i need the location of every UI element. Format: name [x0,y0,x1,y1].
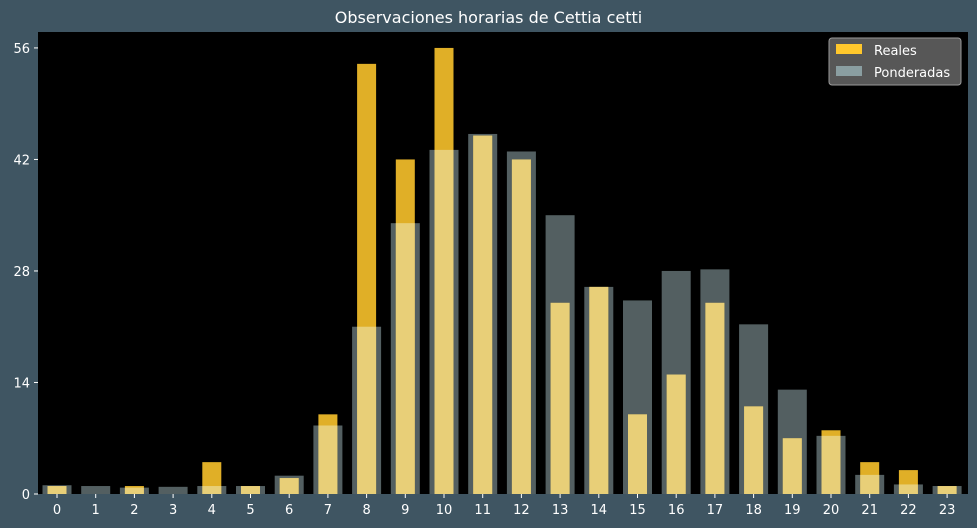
x-tick-label-8: 8 [362,503,370,518]
x-tick-label-19: 19 [784,503,801,518]
bar-overlap-6 [279,478,299,494]
bar-overlap-17 [705,302,725,494]
bar-overlap-19 [782,438,802,494]
bar-overlap-20 [821,435,841,494]
x-tick-label-14: 14 [591,503,608,518]
x-tick-label-4: 4 [208,503,216,518]
y-tick-label-56: 56 [13,42,30,57]
plot-area [38,32,968,494]
x-tick-label-11: 11 [474,503,491,518]
y-tick-label-28: 28 [13,265,30,280]
bar-overlap-2 [124,487,144,494]
x-axis-ticks: 0 1 2 3 4 5 6 7 8 9 10 11 12 13 14 15 16 17 18 19 20 21 22 23 [53,494,956,518]
legend-swatch-reales [836,44,862,54]
bar-overlap-9 [395,223,415,494]
y-tick-label-14: 14 [13,376,30,391]
bar-overlap-7 [318,425,338,494]
x-tick-label-22: 22 [900,503,917,518]
x-tick-label-18: 18 [745,503,762,518]
chart-title: Observaciones horarias de Cettia cetti [334,8,643,27]
reales-bars [47,47,957,495]
bar-overlap-5 [241,486,260,494]
x-tick-label-3: 3 [169,503,177,518]
x-tick-label-16: 16 [668,503,685,518]
bar-overlap-10 [434,149,454,494]
y-axis-ticks: 0 14 28 42 56 [13,42,38,503]
x-tick-label-0: 0 [53,503,61,518]
bar-overlap-8 [357,326,377,494]
bar-overlap-18 [744,406,764,494]
bar-ponderadas-1 [81,486,111,494]
x-tick-label-7: 7 [324,503,332,518]
x-tick-label-12: 12 [513,503,530,518]
legend-label-ponderadas: Ponderadas [874,66,950,81]
x-tick-label-17: 17 [707,503,724,518]
legend-swatch-ponderadas [836,66,862,76]
bar-overlap-15 [628,414,647,494]
x-tick-label-10: 10 [436,503,453,518]
x-tick-label-6: 6 [285,503,293,518]
y-tick-label-42: 42 [13,153,30,168]
x-tick-label-20: 20 [823,503,840,518]
bar-overlap-14 [589,286,609,494]
bar-overlap-22 [898,484,918,494]
x-tick-label-21: 21 [861,503,878,518]
bar-overlap-16 [666,374,686,494]
x-tick-label-5: 5 [246,503,254,518]
bar-ponderadas-3 [158,486,188,494]
bar-overlap-12 [511,159,531,494]
bar-overlap-13 [550,302,570,494]
x-tick-label-9: 9 [401,503,409,518]
x-tick-label-23: 23 [939,503,956,518]
x-tick-label-13: 13 [552,503,569,518]
bar-overlap-21 [860,474,880,494]
x-tick-label-15: 15 [629,503,646,518]
bar-overlap-4 [202,486,222,494]
x-tick-label-1: 1 [92,503,100,518]
bar-overlap-23 [937,486,957,494]
legend: Reales Ponderadas [828,37,962,86]
bar-overlap-11 [473,135,493,494]
x-tick-label-2: 2 [130,503,138,518]
bar-overlap-0 [47,486,67,494]
legend-label-reales: Reales [874,44,917,59]
y-tick-label-0: 0 [22,488,30,503]
